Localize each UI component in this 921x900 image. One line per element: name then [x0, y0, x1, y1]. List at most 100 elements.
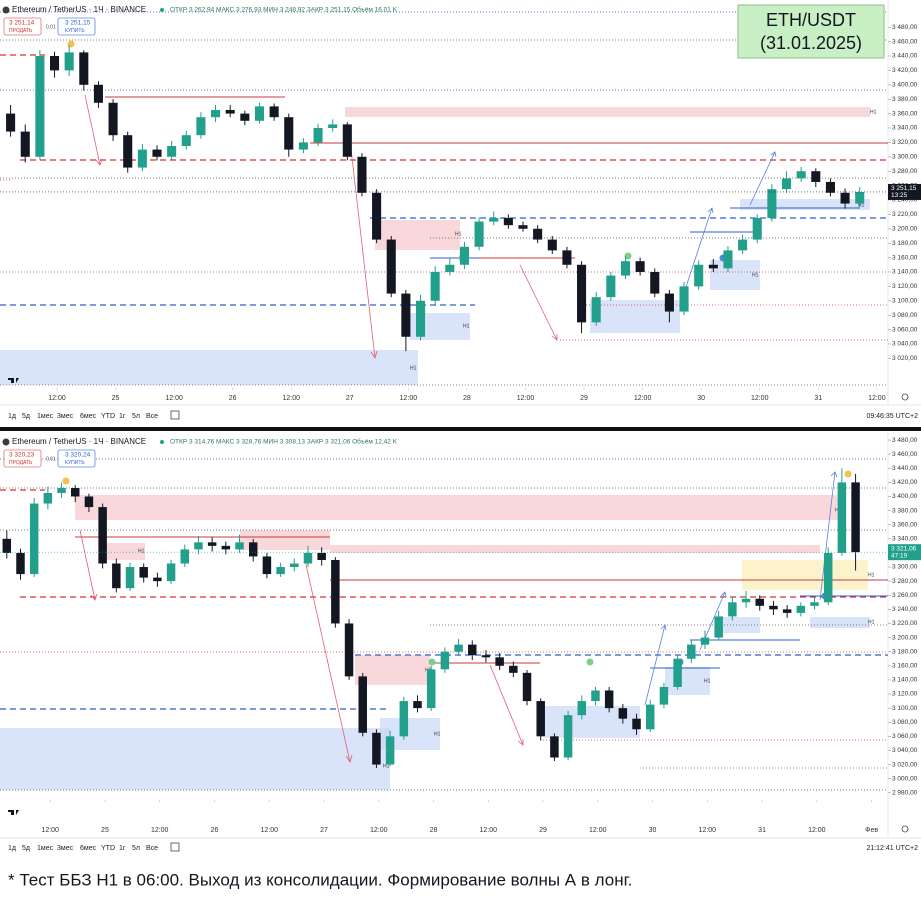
x-tick-label: 12:00	[808, 827, 826, 834]
y-tick-label: 3 160,00	[892, 663, 918, 670]
zone-label: H1	[870, 109, 877, 115]
range-button[interactable]: 1мес	[37, 413, 54, 420]
y-tick-label: 3 140,00	[892, 677, 918, 684]
range-button[interactable]: 1д	[8, 845, 16, 852]
y-tick-label: 3 020,00	[892, 761, 918, 768]
candle-body	[399, 701, 409, 737]
panel-separator	[0, 427, 921, 431]
range-button[interactable]: 5л	[132, 413, 140, 420]
calendar-icon[interactable]	[170, 842, 180, 852]
candle-body	[35, 55, 45, 157]
candle-body	[855, 191, 865, 204]
x-tick-label: 12:00	[41, 827, 59, 834]
range-button[interactable]: 5д	[22, 413, 30, 420]
drawings	[0, 11, 888, 386]
range-button[interactable]: 1д	[8, 413, 16, 420]
settings-icon[interactable]	[901, 825, 909, 833]
range-button[interactable]: 5д	[22, 845, 30, 852]
y-tick-label: 3 420,00	[892, 67, 918, 74]
candle-body	[440, 651, 450, 670]
range-button[interactable]: Все	[146, 413, 158, 420]
candle-body	[413, 701, 422, 709]
y-tick-label: 3 080,00	[892, 719, 918, 726]
buy-button[interactable]	[57, 17, 96, 36]
sell-button[interactable]	[3, 449, 42, 468]
candle-body	[152, 149, 162, 157]
candle-body	[782, 609, 792, 613]
buy-price: 3 320,24	[65, 452, 91, 459]
last-price-tag	[888, 183, 921, 200]
sell-button[interactable]	[3, 17, 42, 36]
candle-body	[503, 217, 513, 226]
buy-button[interactable]	[57, 449, 96, 468]
range-button[interactable]: 1г	[119, 845, 126, 852]
candle-body	[79, 52, 89, 85]
candle-body	[415, 300, 426, 337]
range-button[interactable]: 1мес	[37, 845, 54, 852]
candle-body	[604, 690, 614, 709]
y-tick-label: 3 360,00	[892, 110, 918, 117]
range-button[interactable]: 3мес	[57, 413, 74, 420]
y-tick-label: 3 360,00	[892, 521, 918, 528]
x-tick-label: 29	[580, 395, 588, 402]
title-box	[737, 4, 885, 59]
candle-body	[509, 665, 518, 673]
y-tick-label: 3 000,00	[892, 775, 918, 782]
range-button[interactable]: 6мес	[80, 845, 97, 852]
candle-body	[137, 149, 147, 168]
candle-body	[207, 542, 217, 546]
x-tick-label: 12:00	[282, 395, 300, 402]
countdown: 47:19	[891, 552, 908, 559]
spread: 0,01	[46, 24, 56, 30]
candle-body	[796, 171, 806, 179]
y-tick-label: 3 040,00	[892, 341, 918, 348]
x-tick-label: 12:00	[151, 827, 169, 834]
candle-body	[714, 616, 723, 638]
candle-body	[248, 542, 258, 557]
candle-body	[840, 192, 850, 204]
y-tick-label: 3 440,00	[892, 465, 918, 472]
sell-price: 3 251,14	[9, 20, 35, 27]
candle-body	[98, 507, 107, 564]
range-button[interactable]: YTD	[101, 845, 115, 852]
candle-body	[93, 84, 103, 103]
y-tick-label: 3 140,00	[892, 269, 918, 276]
title: (31.01.2025)	[760, 33, 862, 53]
calendar-icon[interactable]	[170, 410, 180, 420]
y-tick-label: 3 120,00	[892, 283, 918, 290]
y-tick-label: 3 120,00	[892, 691, 918, 698]
candle-body	[837, 482, 847, 553]
candle-body	[123, 135, 133, 168]
candle-body	[276, 567, 285, 575]
zone-label: H1	[383, 763, 390, 769]
range-button[interactable]: YTD	[101, 413, 115, 420]
candle-body	[474, 221, 484, 247]
range-button[interactable]: 1г	[119, 413, 126, 420]
y-tick-label: 3 300,00	[892, 564, 918, 571]
y-tick-label: 3 380,00	[892, 507, 918, 514]
candle-body	[303, 552, 313, 564]
y-tick-label: 3 400,00	[892, 82, 918, 89]
candle-body	[562, 250, 572, 265]
candle-body	[358, 676, 367, 733]
candle-body	[254, 106, 265, 121]
buy-label: КУПИТЬ	[65, 28, 85, 34]
title: ETH/USDT	[766, 10, 856, 30]
range-button[interactable]: 6мес	[80, 413, 97, 420]
candle-body	[825, 181, 835, 193]
y-tick-label: 3 440,00	[892, 53, 918, 60]
y-tick-label: 3 320,00	[892, 139, 918, 146]
x-tick-label: 30	[697, 395, 705, 402]
settings-icon[interactable]	[901, 393, 909, 401]
candle-body	[49, 55, 60, 71]
range-button[interactable]: Все	[146, 845, 158, 852]
price-chart: 3 020,00 3 040,00 3 060,00 3 080,00 3 100,00…	[0, 5, 921, 420]
range-button[interactable]: 3мес	[57, 845, 74, 852]
candle-body	[851, 482, 860, 553]
y-tick-label: 3 480,00	[892, 437, 918, 444]
x-tick-label: 12:00	[868, 395, 886, 402]
candle-body	[153, 577, 162, 582]
candle-body	[16, 552, 25, 575]
range-button[interactable]: 5л	[132, 845, 140, 852]
candle-body	[522, 672, 532, 702]
